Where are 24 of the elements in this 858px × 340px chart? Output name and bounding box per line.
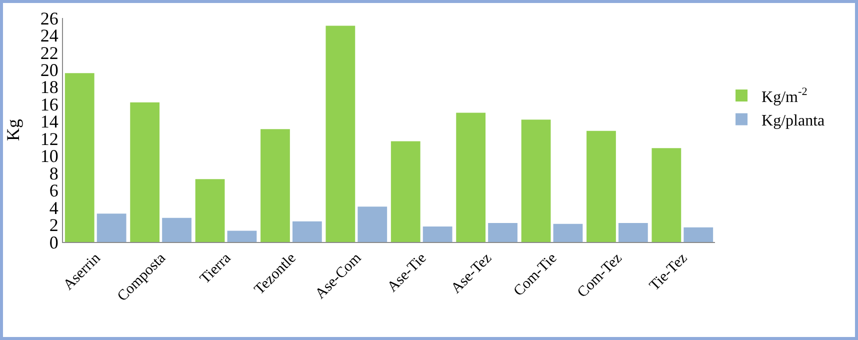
y-tick-label: 26 bbox=[40, 8, 58, 28]
bar bbox=[488, 223, 518, 242]
bar bbox=[358, 206, 388, 242]
bar bbox=[390, 141, 420, 242]
bar bbox=[64, 73, 94, 242]
bar bbox=[292, 221, 322, 242]
legend-label: Kg/planta bbox=[762, 112, 825, 130]
bar bbox=[652, 148, 682, 242]
bar bbox=[227, 230, 257, 242]
bar bbox=[586, 130, 616, 242]
bar bbox=[260, 129, 290, 242]
bar bbox=[130, 102, 160, 242]
bar bbox=[553, 224, 583, 242]
bar bbox=[422, 226, 452, 242]
y-axis-title: Kg bbox=[3, 119, 23, 141]
bar bbox=[684, 227, 714, 242]
bar bbox=[195, 179, 225, 242]
bar bbox=[618, 223, 648, 242]
bar bbox=[456, 112, 486, 242]
legend-label: Kg/m$^{-2}$ bbox=[762, 86, 808, 106]
bar bbox=[326, 26, 356, 242]
bar bbox=[162, 218, 192, 242]
bar bbox=[96, 214, 126, 242]
bar bbox=[521, 120, 551, 242]
